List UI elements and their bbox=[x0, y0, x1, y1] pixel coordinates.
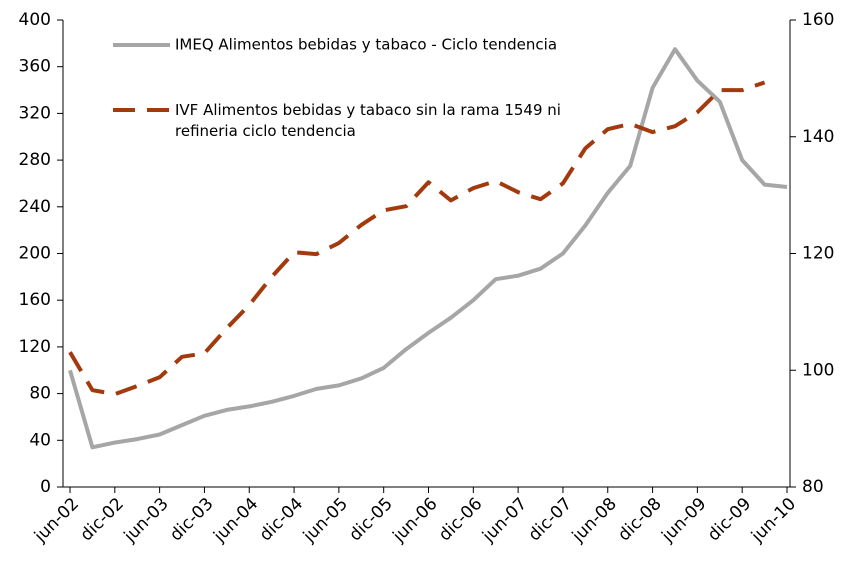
x-tick-label: jun-02 bbox=[30, 494, 83, 547]
y-tick-label: 120 bbox=[19, 337, 51, 357]
x-tick-label: jun-06 bbox=[389, 494, 442, 547]
x-tick-label: dic-09 bbox=[704, 494, 755, 545]
x-tick-label: jun-10 bbox=[747, 494, 800, 547]
y2-tick-label: 140 bbox=[802, 127, 834, 147]
y2-tick-label: 160 bbox=[802, 10, 834, 30]
legend-label: IVF Alimentos bebidas y tabaco sin la ra… bbox=[175, 101, 561, 140]
x-tick-label: dic-04 bbox=[256, 494, 307, 545]
x-tick-label: jun-04 bbox=[209, 494, 262, 547]
y-tick-label: 160 bbox=[19, 290, 51, 310]
y-tick-label: 240 bbox=[19, 197, 51, 217]
y-tick-label: 280 bbox=[19, 150, 51, 170]
legend-line: refineria ciclo tendencia bbox=[175, 122, 356, 140]
y-tick-label: 360 bbox=[19, 57, 51, 77]
y2-tick-label: 120 bbox=[802, 244, 834, 264]
x-tick-label: jun-07 bbox=[478, 494, 531, 547]
y2-tick-label: 100 bbox=[802, 360, 834, 380]
y-tick-label: 0 bbox=[40, 477, 51, 497]
series-line bbox=[68, 47, 788, 450]
x-tick-label: dic-08 bbox=[614, 494, 665, 545]
y2-tick-label: 80 bbox=[802, 477, 824, 497]
y-tick-label: 320 bbox=[19, 103, 51, 123]
x-tick-label: jun-08 bbox=[568, 494, 621, 547]
x-tick-label: dic-06 bbox=[435, 494, 486, 545]
y-tick-label: 80 bbox=[29, 384, 51, 404]
legend-line: IVF Alimentos bebidas y tabaco sin la ra… bbox=[175, 101, 561, 119]
x-tick-label: dic-05 bbox=[345, 494, 396, 545]
x-tick-label: dic-02 bbox=[77, 494, 128, 545]
y-tick-label: 200 bbox=[19, 244, 51, 264]
y-tick-label: 40 bbox=[29, 430, 51, 450]
y-tick-label: 400 bbox=[19, 10, 51, 30]
x-tick-label: dic-07 bbox=[525, 494, 576, 545]
x-tick-label: dic-03 bbox=[166, 494, 217, 545]
x-tick-label: jun-05 bbox=[299, 494, 352, 547]
series-line bbox=[68, 80, 766, 397]
x-tick-label: jun-09 bbox=[657, 494, 710, 547]
x-tick-label: jun-03 bbox=[120, 494, 173, 547]
legend-label: IMEQ Alimentos bebidas y tabaco - Ciclo … bbox=[175, 36, 557, 54]
